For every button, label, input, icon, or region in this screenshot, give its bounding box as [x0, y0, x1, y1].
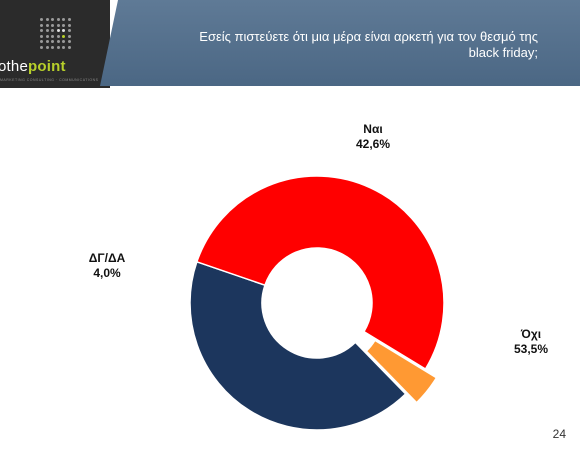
logo-dot	[45, 29, 49, 32]
page-number: 24	[552, 427, 566, 441]
logo-dot	[67, 45, 71, 49]
slice-value-label: 53,5%	[514, 342, 548, 356]
logo-dot	[56, 34, 60, 38]
logo-dot	[62, 34, 65, 38]
logo-dot	[45, 34, 49, 38]
logo-dot	[45, 45, 49, 49]
logo-dot	[67, 40, 71, 43]
logo-dot	[40, 34, 43, 38]
logo-dot	[67, 29, 71, 32]
slice-category-label: Όχι	[520, 327, 541, 341]
logo-dot-grid	[40, 18, 72, 50]
logo-dot	[40, 45, 43, 49]
logo-dot	[51, 45, 54, 49]
title-bar	[100, 0, 580, 86]
logo-dot	[56, 29, 60, 32]
logo-dot	[45, 18, 49, 21]
logo-wordmark: othepoint	[0, 58, 66, 75]
pie-slice	[195, 175, 445, 371]
logo-dot	[62, 18, 65, 21]
logo-dot	[51, 18, 54, 21]
logo-dot	[51, 34, 54, 38]
logo-dot	[56, 40, 60, 43]
logo-dot	[67, 18, 71, 21]
logo-dot	[45, 23, 49, 27]
logo-dot	[62, 23, 65, 27]
pie-slice	[189, 260, 407, 431]
logo-dot	[62, 29, 65, 32]
logo-dot	[56, 18, 60, 21]
logo: othepoint MARKETING CONSULTING · COMMUNI…	[0, 0, 110, 88]
logo-dot	[62, 40, 65, 43]
logo-dot	[67, 23, 71, 27]
logo-dot	[40, 18, 43, 21]
slice-value-label: 4,0%	[93, 266, 121, 280]
slice-value-label: 42,6%	[356, 137, 390, 151]
logo-dot	[40, 29, 43, 32]
logo-dot	[67, 34, 71, 38]
logo-dot	[40, 40, 43, 43]
pie-slice	[365, 339, 438, 404]
logo-tagline: MARKETING CONSULTING · COMMUNICATIONS	[0, 78, 99, 82]
logo-dot	[51, 29, 54, 32]
slice-category-label: Ναι	[363, 122, 382, 136]
logo-dot	[62, 45, 65, 49]
logo-dot	[56, 23, 60, 27]
question-title: Εσείς πιστεύετε ότι μια μέρα είναι αρκετ…	[199, 29, 538, 60]
logo-dot	[45, 40, 49, 43]
logo-dot	[56, 45, 60, 49]
logo-dot	[51, 23, 54, 27]
logo-dot	[51, 40, 54, 43]
logo-dot	[40, 23, 43, 27]
slice-category-label: ΔΓ/ΔΑ	[89, 251, 126, 265]
